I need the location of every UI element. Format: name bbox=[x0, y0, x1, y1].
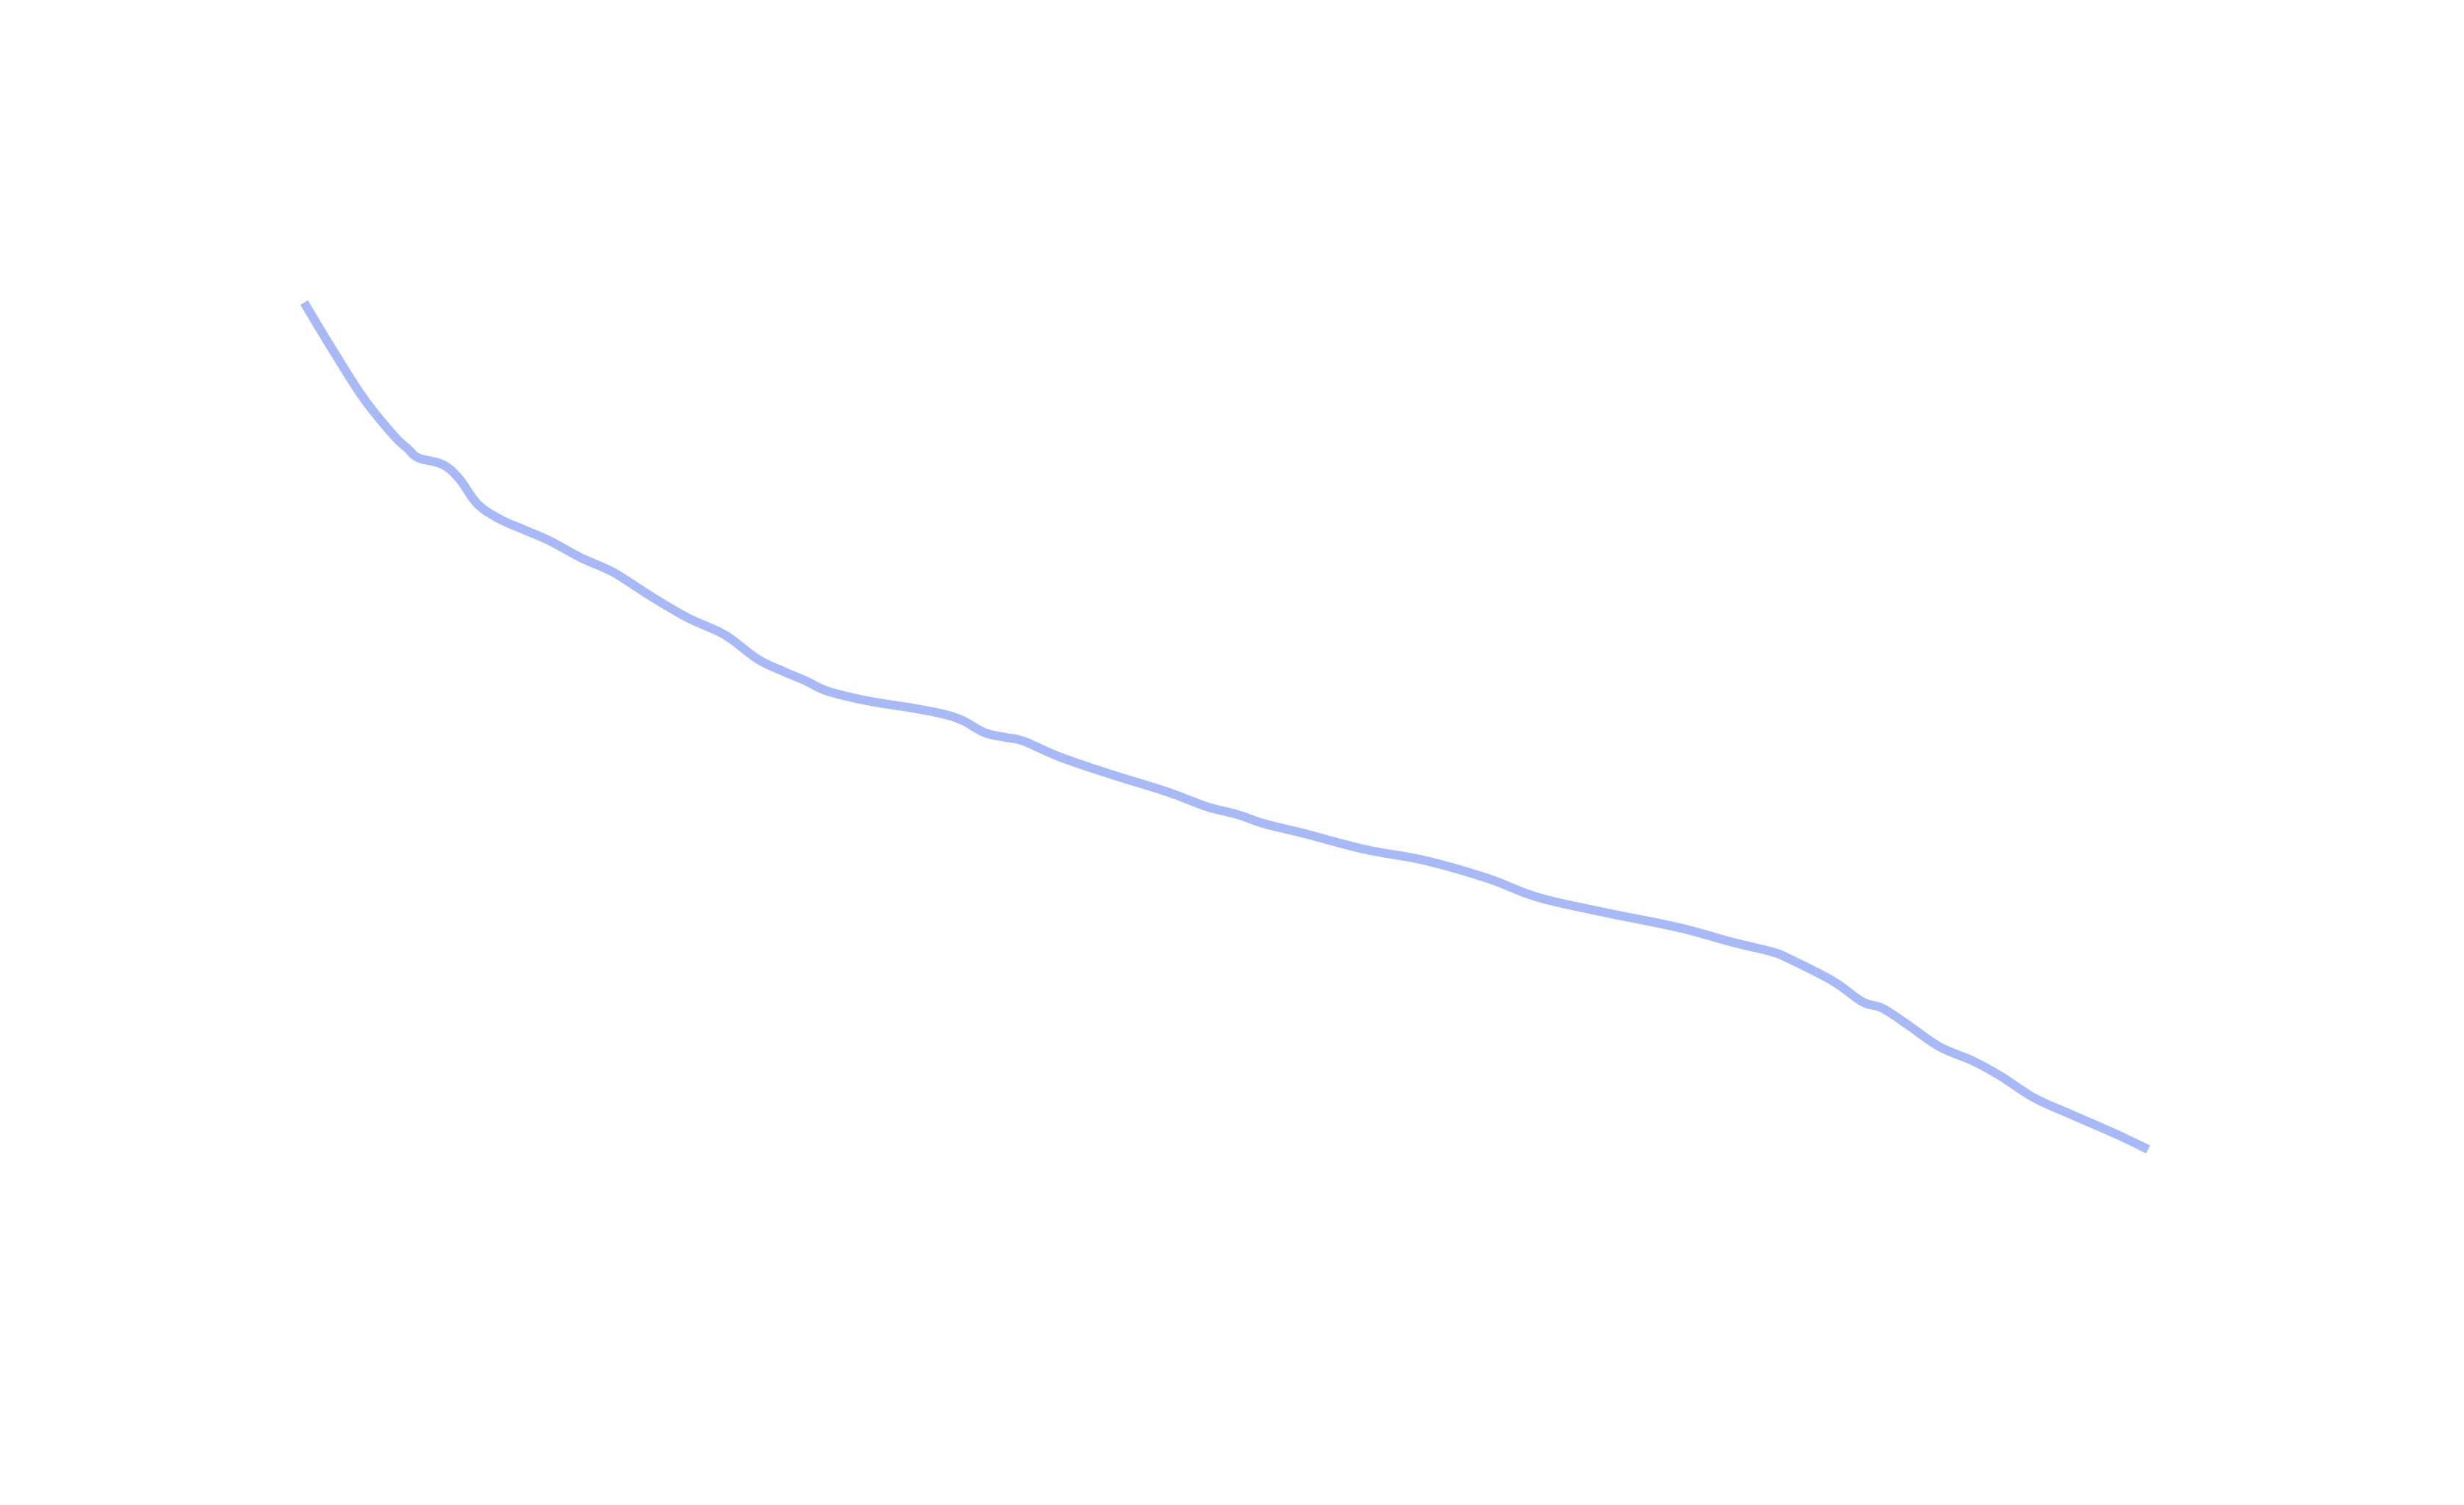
series-line-0 bbox=[300, 300, 2150, 1154]
plot-area bbox=[300, 300, 2150, 1154]
